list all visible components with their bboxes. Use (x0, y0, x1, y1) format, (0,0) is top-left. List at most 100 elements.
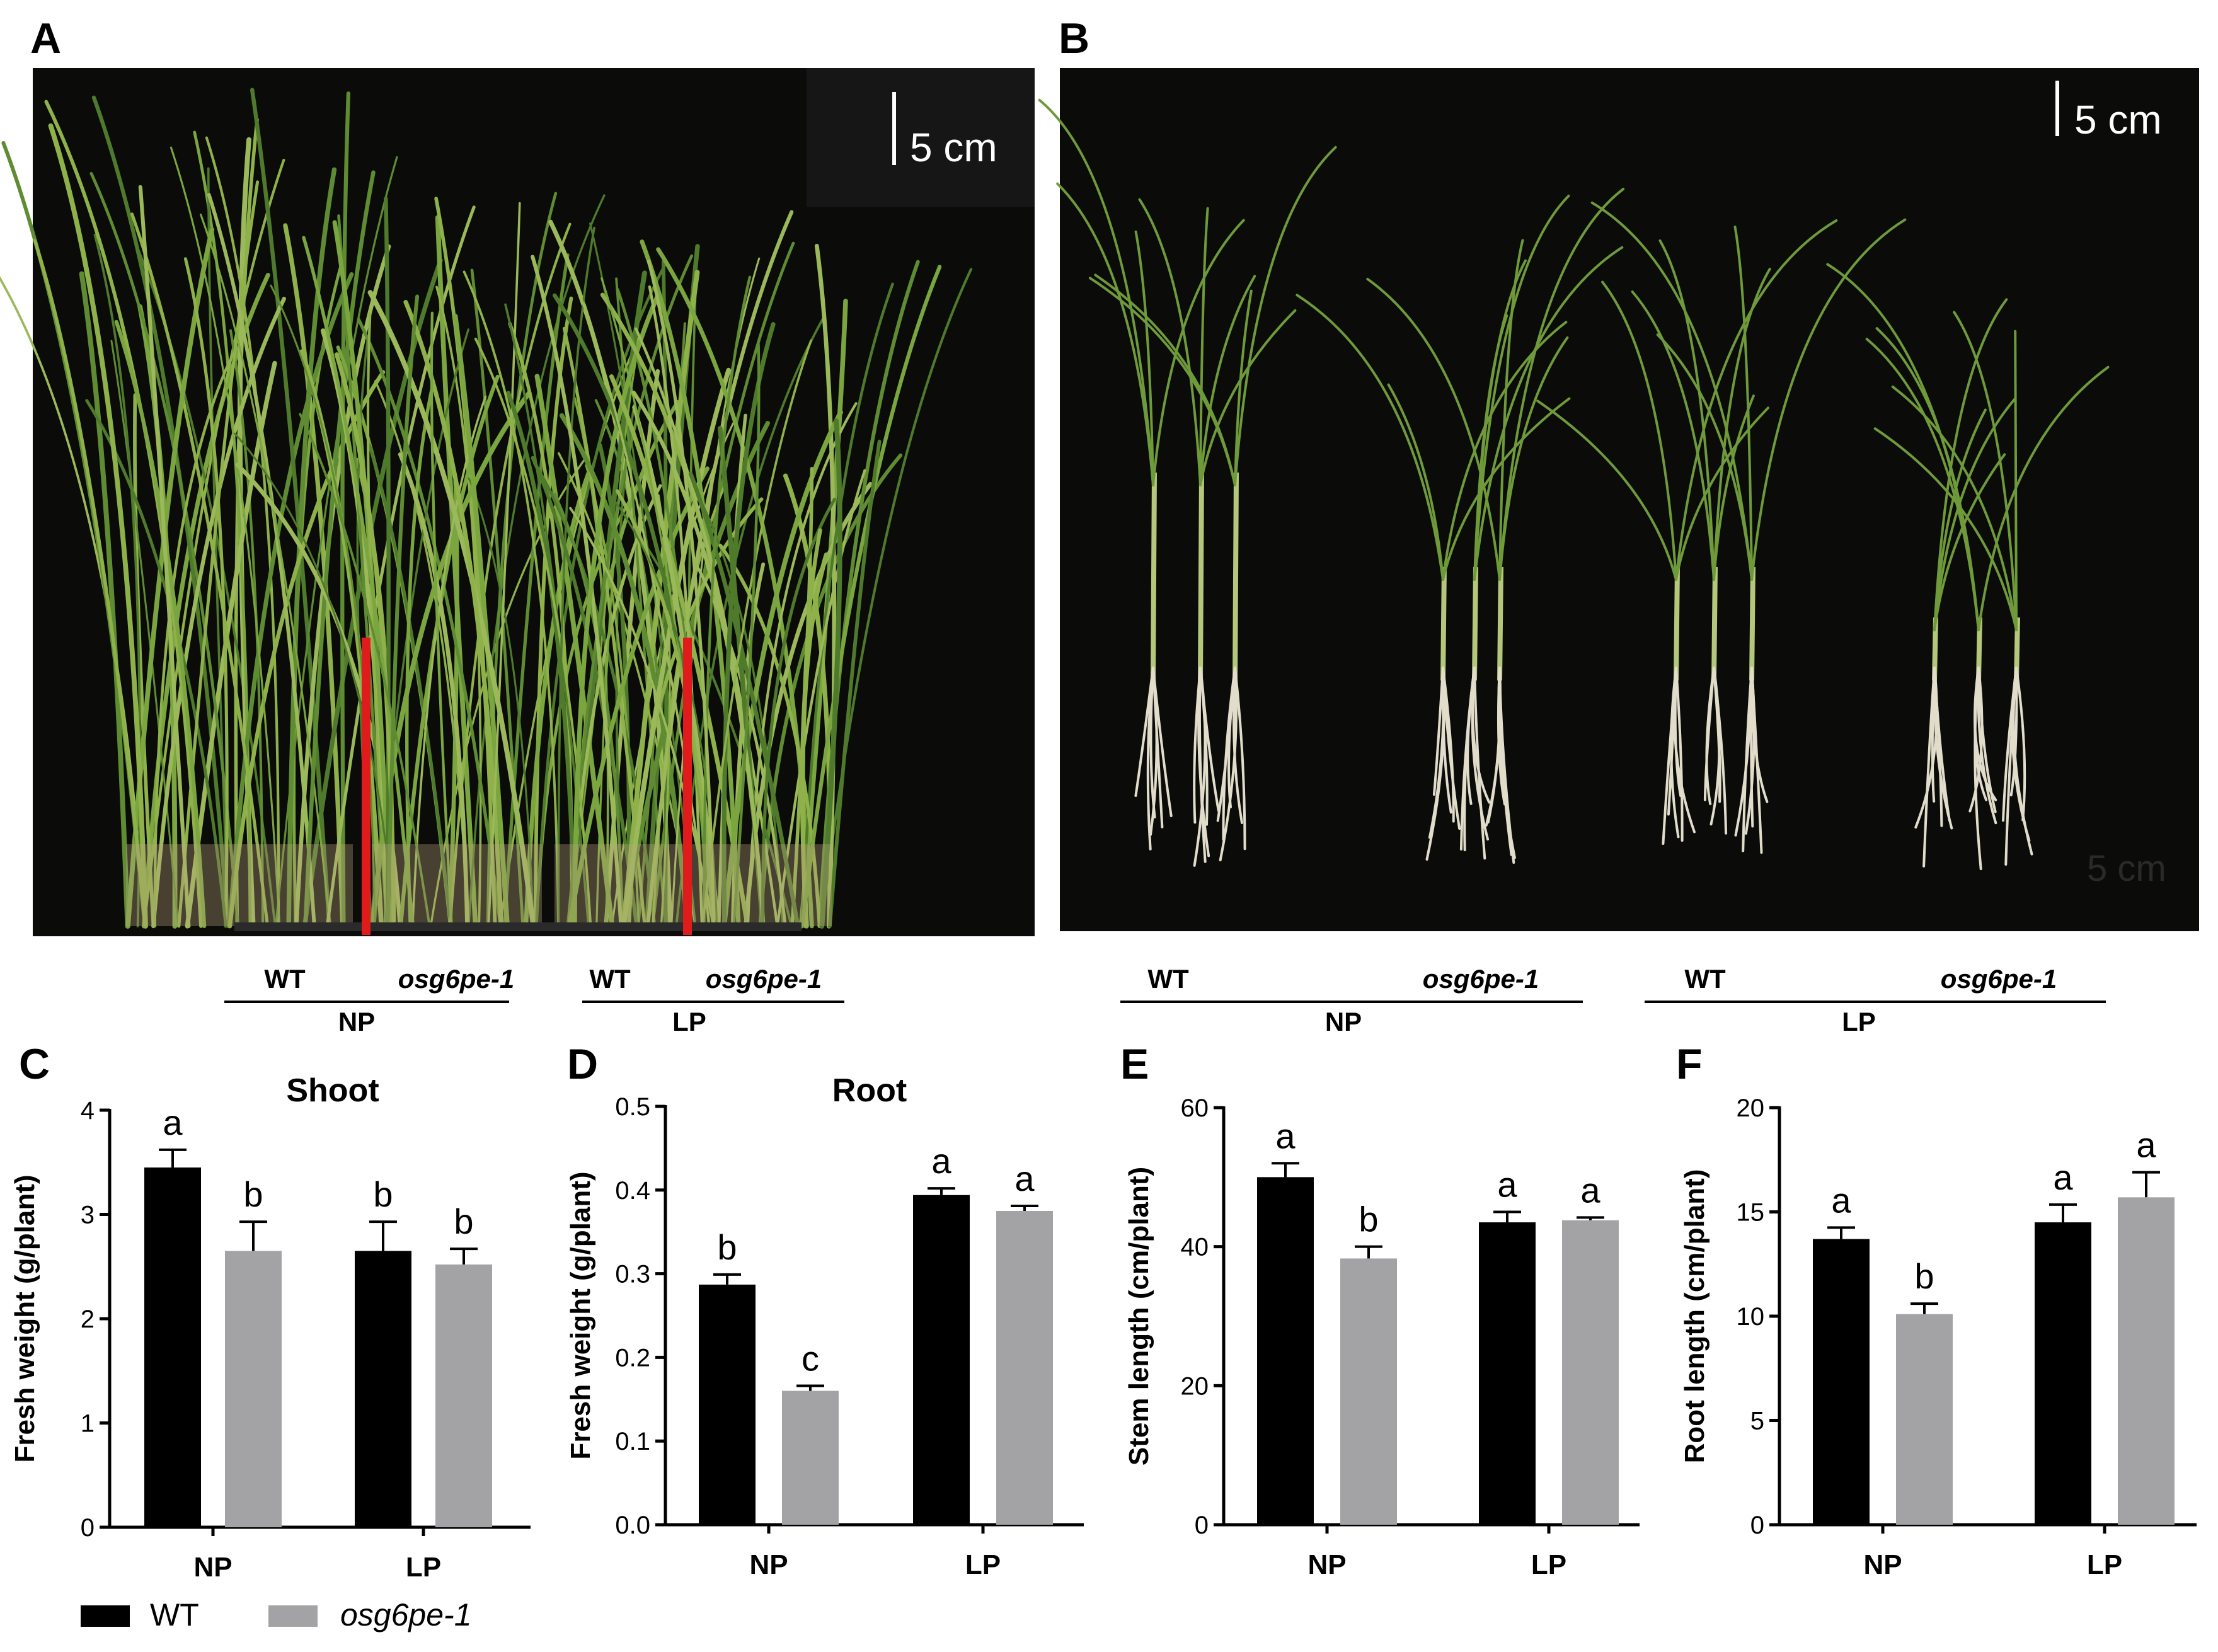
legend-swatch-1 (268, 1605, 318, 1627)
bar-c-osg6pe-1-NP (225, 1251, 282, 1527)
x-tick-label-f: LP (2087, 1549, 2122, 1580)
genotype-label-wt: WT (1147, 964, 1189, 994)
bar-d-WT-LP (913, 1195, 970, 1525)
photo-a-scale-bar-area (807, 68, 1035, 207)
y-tick-label-f: 15 (1737, 1199, 1765, 1227)
x-tick-label-c: NP (193, 1552, 232, 1583)
condition-label: LP (1842, 1007, 1876, 1036)
x-tick-label-f: NP (1863, 1549, 1902, 1580)
y-tick-label-d: 0.2 (615, 1344, 650, 1372)
panel-letter-d: D (567, 1040, 598, 1088)
panel-letter-e: E (1120, 1040, 1149, 1088)
genotype-label-mutant: osg6pe-1 (1941, 964, 2057, 994)
legend-label-0: WT (150, 1597, 199, 1632)
y-tick-label-c: 1 (81, 1410, 95, 1438)
scale-bar-a (892, 92, 896, 165)
genotype-label-wt: WT (1684, 964, 1726, 994)
significance-letter-c: b (373, 1174, 393, 1214)
y-tick-label-d: 0.5 (615, 1093, 650, 1121)
bar-e-WT-NP (1257, 1177, 1314, 1525)
bar-d-osg6pe-1-LP (996, 1211, 1053, 1525)
bar-e-osg6pe-1-NP (1340, 1258, 1397, 1525)
photo-a: 5 cm (0, 68, 1035, 936)
panel-letter-b: B (1059, 14, 1089, 62)
plant-cluster-a-3 (552, 239, 973, 929)
y-tick-label-e: 60 (1181, 1094, 1209, 1122)
seedling-group-b-3 (1826, 263, 2110, 871)
y-tick-label-f: 10 (1737, 1303, 1765, 1331)
genotype-label-mutant: osg6pe-1 (706, 964, 822, 994)
y-tick-label-c: 2 (81, 1305, 95, 1333)
significance-letter-d: a (1014, 1159, 1035, 1198)
significance-letter-d: c (802, 1339, 819, 1379)
significance-letter-c: a (163, 1103, 183, 1142)
significance-letter-d: a (931, 1141, 951, 1181)
scale-bar-b (2055, 81, 2059, 136)
condition-label: LP (672, 1007, 706, 1036)
bar-c-osg6pe-1-LP (435, 1264, 492, 1527)
y-axis-label-e: Stem length (cm/plant) (1123, 1167, 1154, 1466)
bar-d-WT-NP (699, 1284, 756, 1525)
bar-f-osg6pe-1-NP (1896, 1314, 1953, 1525)
panel-letter-c: C (19, 1040, 50, 1088)
y-tick-label-e: 40 (1181, 1234, 1209, 1261)
pot-rim (234, 922, 802, 931)
plant-cluster-a-1 (234, 192, 667, 929)
legend: WT osg6pe-1 (81, 1597, 472, 1632)
chart-title-c: Shoot (286, 1072, 379, 1109)
scale-bar-label-b: 5 cm (2074, 97, 2162, 142)
y-tick-label-c: 3 (81, 1202, 95, 1229)
seedling-group-b-2 (1536, 201, 1907, 854)
x-tick-label-d: LP (965, 1549, 1001, 1580)
y-tick-label-f: 0 (1750, 1511, 1764, 1539)
genotype-label-mutant: osg6pe-1 (1423, 964, 1539, 994)
y-axis-label-c: Fresh weight (g/plant) (9, 1174, 40, 1462)
chart-title-d: Root (832, 1072, 907, 1109)
seedling-group-b-1 (1296, 188, 1625, 864)
panel-letter-a: A (30, 14, 61, 62)
y-axis-label-d: Fresh weight (g/plant) (565, 1171, 596, 1459)
significance-letter-e: a (1580, 1170, 1600, 1210)
x-tick-label-c: LP (406, 1552, 441, 1583)
y-tick-label-f: 5 (1750, 1408, 1764, 1435)
chart-c: 0 1 2 3 4 NP LP Shoot Fresh weight (g/plant) a b b b (9, 1072, 531, 1583)
y-tick-label-c: 0 (81, 1514, 95, 1542)
significance-letter-d: b (717, 1227, 737, 1267)
significance-letter-e: a (1497, 1165, 1517, 1205)
corner-scale-text-b: 5 cm (2087, 848, 2166, 889)
bar-e-osg6pe-1-LP (1562, 1220, 1619, 1525)
photo-b: 5 cm 5 cm (1038, 68, 2199, 931)
y-axis-label-f: Root length (cm/plant) (1679, 1169, 1710, 1464)
seedling-group-b-0 (1038, 98, 1337, 867)
bar-c-WT-NP (144, 1167, 201, 1527)
bar-c-WT-LP (355, 1251, 411, 1527)
divider-line-lp (683, 638, 692, 935)
bar-e-WT-LP (1479, 1222, 1536, 1525)
bar-f-WT-NP (1813, 1239, 1870, 1525)
divider-line-np (362, 638, 371, 935)
x-tick-label-e: LP (1531, 1549, 1566, 1580)
y-tick-label-d: 0.0 (615, 1511, 650, 1539)
significance-letter-c: b (243, 1174, 263, 1214)
significance-letter-c: b (454, 1202, 473, 1241)
significance-letter-f: a (2136, 1125, 2156, 1165)
bar-f-WT-LP (2035, 1222, 2091, 1525)
significance-letter-e: a (1275, 1116, 1296, 1156)
bar-d-osg6pe-1-NP (782, 1391, 839, 1525)
chart-d: 0.0 0.1 0.2 0.3 0.4 0.5 NP LP Root Fresh weight (… (565, 1072, 1084, 1580)
condition-label: NP (338, 1007, 375, 1036)
y-tick-label-d: 0.4 (615, 1177, 650, 1205)
legend-label-1: osg6pe-1 (340, 1597, 472, 1632)
significance-letter-e: b (1359, 1200, 1378, 1239)
x-tick-label-e: NP (1307, 1549, 1346, 1580)
scale-bar-label-a: 5 cm (910, 125, 997, 170)
y-tick-label-f: 20 (1737, 1094, 1765, 1122)
y-tick-label-e: 20 (1181, 1372, 1209, 1400)
y-tick-label-d: 0.3 (615, 1261, 650, 1288)
genotype-label-wt: WT (264, 964, 306, 994)
significance-letter-f: a (1831, 1180, 1851, 1220)
panel-letter-f: F (1676, 1040, 1703, 1088)
y-tick-label-d: 0.1 (615, 1428, 650, 1455)
